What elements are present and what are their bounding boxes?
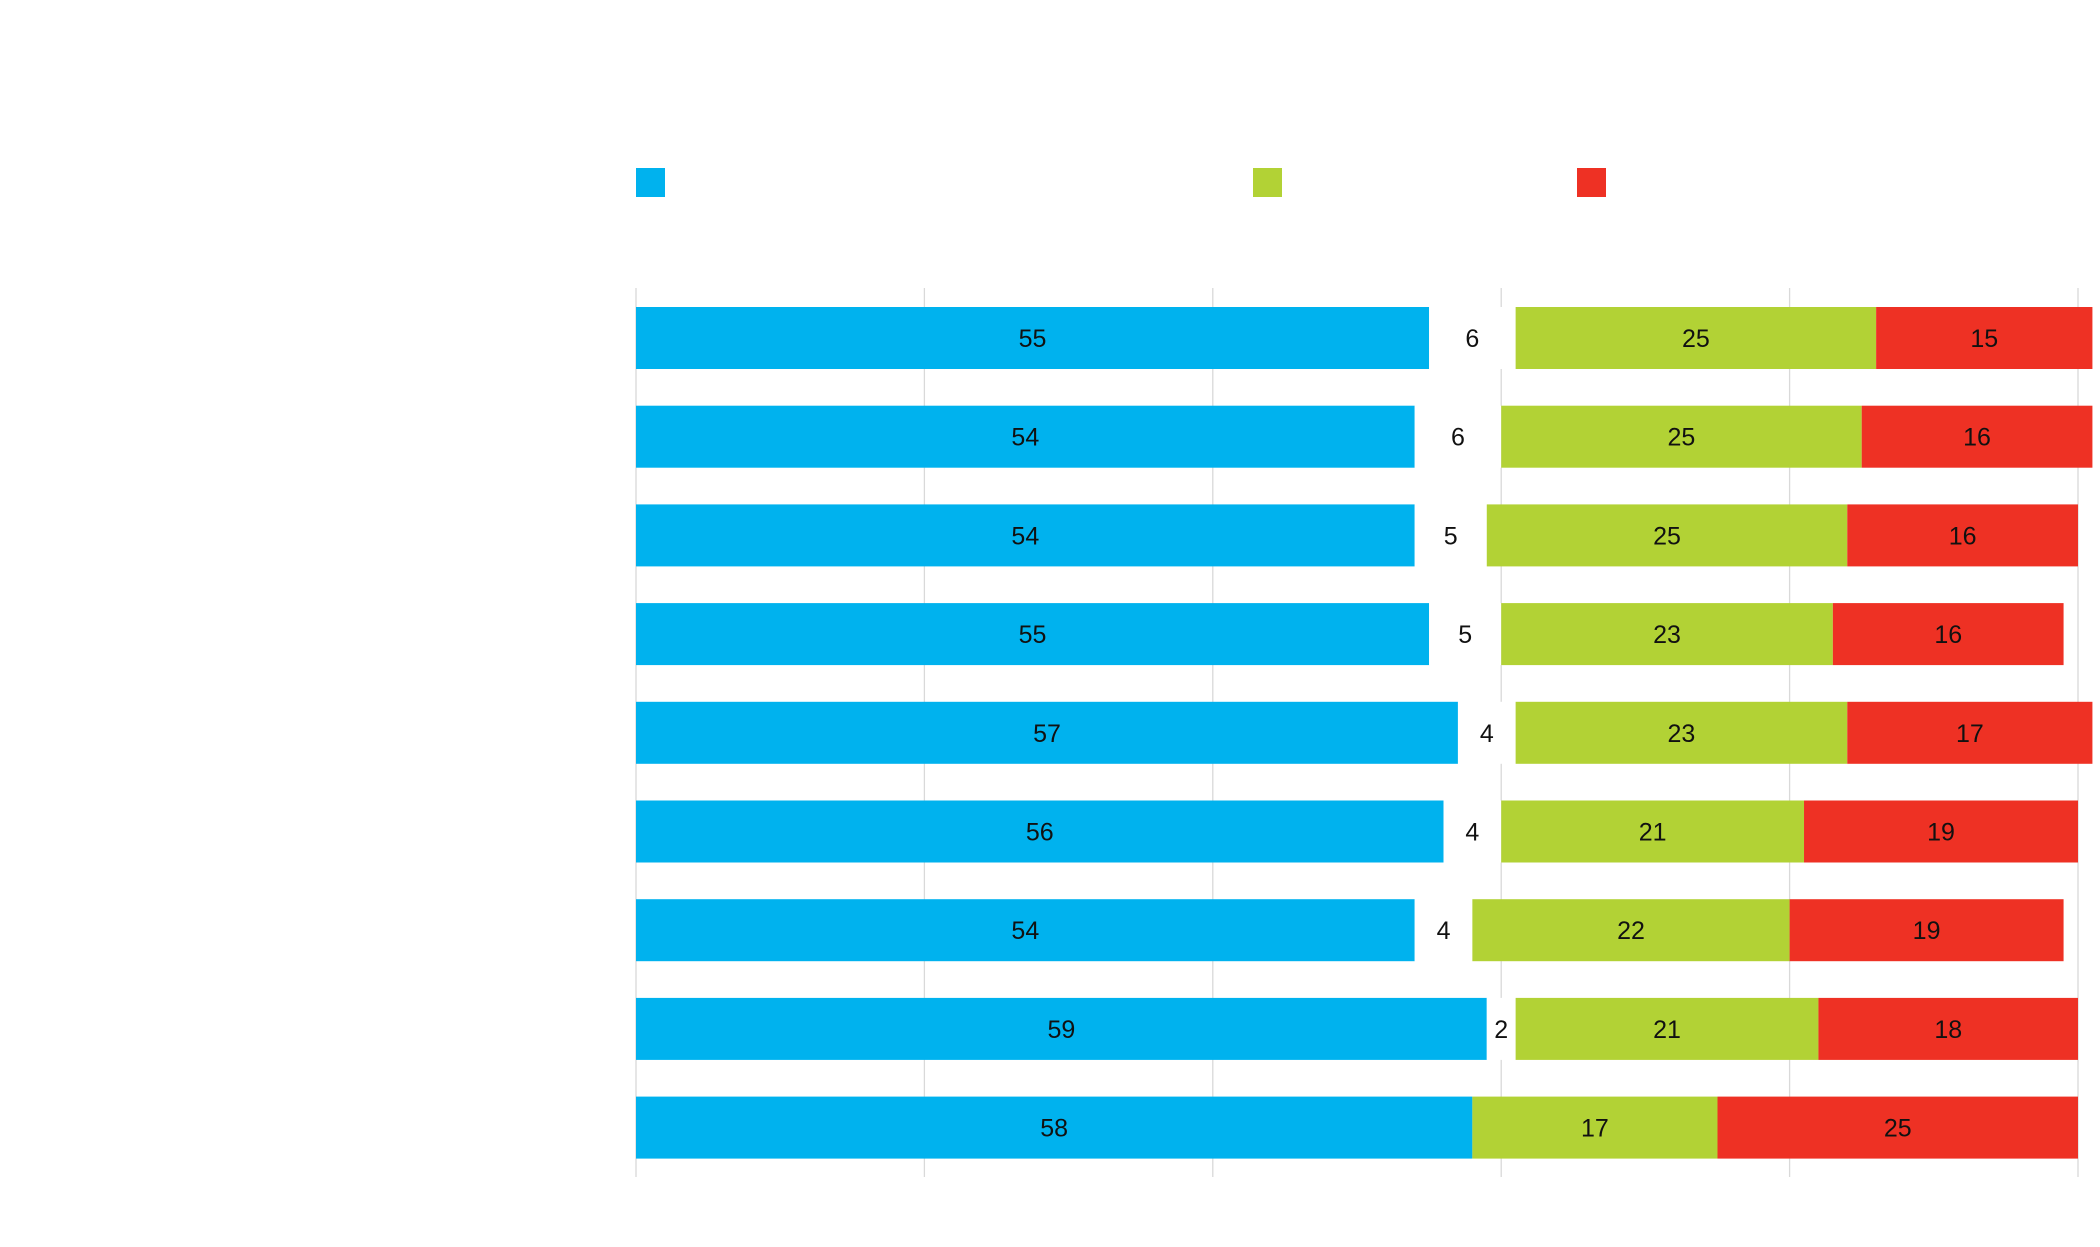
- bar-row-3: 54 5 25 16: [636, 504, 2078, 567]
- bar-segment-s2-r6: [1443, 800, 1502, 863]
- data-label-s2-r3: 5: [1444, 522, 1458, 550]
- bar-segment-s4-r7: [1789, 899, 2064, 962]
- bar-segment-s4-r6: [1804, 800, 2078, 863]
- bar-row-4: 55 5 23 16: [636, 603, 2064, 666]
- bar-segment-s4-r8: [1818, 997, 2078, 1060]
- bar-segment-s2-r4: [1429, 603, 1502, 666]
- data-label-s4-r4: 16: [1934, 621, 1962, 649]
- bar-segment-s3-r3: [1486, 504, 1848, 567]
- data-label-s1-r3: 54: [1011, 522, 1039, 550]
- bar-row-6: 56 4 21 19: [636, 800, 2078, 863]
- data-label-s3-r7: 22: [1617, 917, 1645, 945]
- bar-row-7: 54 4 22 19: [636, 899, 2064, 962]
- bar-segment-s1-r6: [636, 800, 1444, 863]
- bar-row-1: 55 6 25 15: [636, 307, 2093, 369]
- bar-segment-s4-r1: [1876, 307, 2093, 369]
- data-label-s3-r5: 23: [1668, 720, 1696, 748]
- data-label-s3-r9: 17: [1581, 1115, 1609, 1143]
- bar-segment-s4-r9: [1717, 1096, 2078, 1159]
- bar-segment-s2-r7: [1414, 899, 1473, 962]
- bar-segment-s1-r1: [636, 307, 1430, 369]
- data-label-s4-r1: 15: [1970, 325, 1998, 353]
- bar-segment-s1-r7: [636, 899, 1415, 962]
- data-label-s3-r3: 25: [1653, 522, 1681, 550]
- data-label-s3-r6: 21: [1639, 819, 1667, 847]
- bar-segment-s2-r2: [1414, 405, 1502, 468]
- data-label-s2-r5: 4: [1480, 720, 1494, 748]
- data-label-s3-r2: 25: [1668, 424, 1696, 452]
- data-label-s1-r1: 55: [1019, 325, 1047, 353]
- legend-swatch-2: [1253, 168, 1282, 197]
- data-label-s4-r8: 18: [1934, 1016, 1962, 1044]
- data-label-s1-r5: 57: [1033, 720, 1061, 748]
- bar-segment-s2-r3: [1414, 504, 1487, 567]
- bar-row-8: 59 2 21 18: [636, 997, 2078, 1060]
- data-label-s4-r5: 17: [1956, 720, 1984, 748]
- data-label-s1-r8: 59: [1047, 1016, 1075, 1044]
- data-label-s4-r3: 16: [1949, 522, 1977, 550]
- bar-segment-s1-r2: [636, 405, 1415, 468]
- bar-segment-s2-r1: [1429, 307, 1516, 369]
- data-label-s2-r2: 6: [1451, 424, 1465, 452]
- bar-segment-s3-r8: [1515, 997, 1819, 1060]
- data-label-s4-r6: 19: [1927, 819, 1955, 847]
- bar-segment-s3-r4: [1501, 603, 1833, 666]
- data-label-s2-r6: 4: [1465, 819, 1479, 847]
- bar-segment-s4-r4: [1832, 603, 2064, 666]
- data-label-s1-r6: 56: [1026, 819, 1054, 847]
- bar-segment-s1-r4: [636, 603, 1430, 666]
- data-label-s4-r2: 16: [1963, 424, 1991, 452]
- data-label-s1-r4: 55: [1019, 621, 1047, 649]
- data-label-s3-r1: 25: [1682, 325, 1710, 353]
- legend: [636, 168, 1606, 197]
- data-label-s2-r8: 2: [1494, 1016, 1508, 1044]
- bar-segment-s3-r2: [1501, 405, 1862, 468]
- data-label-s4-r7: 19: [1913, 917, 1941, 945]
- bar-segment-s1-r5: [636, 701, 1458, 764]
- bar-segment-s3-r7: [1472, 899, 1790, 962]
- bar-segment-s1-r9: [636, 1096, 1473, 1159]
- bar-segment-s1-r3: [636, 504, 1415, 567]
- data-label-s1-r2: 54: [1011, 424, 1039, 452]
- bar-segment-s2-r5: [1457, 701, 1516, 764]
- data-label-s2-r1: 6: [1465, 325, 1479, 353]
- bar-row-2: 54 6 25 16: [636, 405, 2093, 468]
- bar-segment-s4-r5: [1847, 701, 2093, 764]
- data-label-s3-r4: 23: [1653, 621, 1681, 649]
- data-label-s1-r9: 58: [1040, 1115, 1068, 1143]
- bar-segment-s3-r5: [1515, 701, 1848, 764]
- bar-segment-s3-r1: [1515, 307, 1877, 369]
- data-label-s2-r7: 4: [1437, 917, 1451, 945]
- data-label-s2-r4: 5: [1458, 621, 1472, 649]
- legend-swatch-3: [1577, 168, 1606, 197]
- data-label-s1-r7: 54: [1011, 917, 1039, 945]
- legend-swatch-1: [636, 168, 665, 197]
- bar-segment-s4-r2: [1861, 405, 2093, 468]
- bar-segment-s3-r6: [1501, 800, 1805, 863]
- data-label-s3-r8: 21: [1653, 1016, 1681, 1044]
- bar-segment-s4-r3: [1847, 504, 2078, 567]
- bar-segment-s3-r9: [1472, 1096, 1718, 1159]
- bar-row-5: 57 4 23 17: [636, 701, 2093, 764]
- bar-segment-s2-r8: [1486, 997, 1516, 1060]
- data-label-s4-r9: 25: [1884, 1115, 1912, 1143]
- bar-segment-s1-r8: [636, 997, 1487, 1060]
- bar-row-9: 58 17 25: [636, 1096, 2078, 1159]
